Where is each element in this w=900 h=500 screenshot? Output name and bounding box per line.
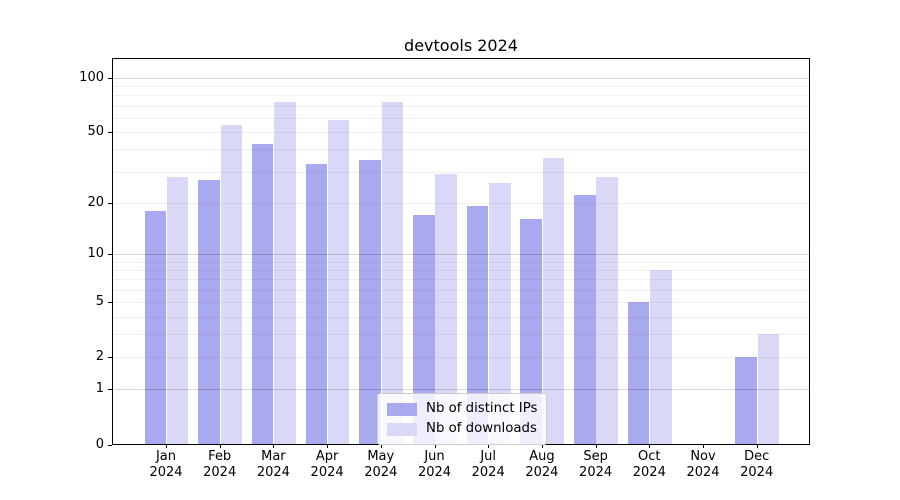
x-axis-tick-label: Dec 2024 xyxy=(740,449,774,480)
legend-swatch xyxy=(387,422,417,436)
bar-distinct-ips xyxy=(144,210,166,444)
bar-distinct-ips xyxy=(627,302,650,444)
grid-line xyxy=(113,149,809,151)
bar-distinct-ips xyxy=(520,219,542,444)
x-axis-tick-label: May 2024 xyxy=(364,449,398,480)
bar-distinct-ips xyxy=(359,159,381,444)
legend-swatch xyxy=(387,402,417,416)
bar-downloads xyxy=(274,102,296,444)
x-axis-tick xyxy=(488,444,490,448)
grid-line xyxy=(113,95,809,97)
y-axis-tick xyxy=(108,357,112,359)
bar-distinct-ips xyxy=(574,195,596,444)
bar-downloads xyxy=(220,124,242,444)
grid-line xyxy=(113,117,809,119)
bar-downloads xyxy=(542,157,565,444)
grid-line xyxy=(113,105,809,107)
x-axis-tick-label: Jan 2024 xyxy=(149,449,183,480)
y-axis-tick-label: 10 xyxy=(87,245,104,261)
x-axis-tick-label: Nov 2024 xyxy=(686,449,720,480)
x-axis-tick-label: Jun 2024 xyxy=(417,449,452,480)
legend-label: Nb of distinct IPs xyxy=(426,401,538,416)
bar-distinct-ips xyxy=(735,357,757,444)
legend-row: Nb of downloads xyxy=(387,419,537,439)
bar-distinct-ips xyxy=(198,179,220,444)
x-axis-tick xyxy=(166,444,167,448)
grid-line xyxy=(113,171,809,173)
bar-downloads xyxy=(650,269,672,444)
grid-line xyxy=(113,132,809,133)
y-axis-tick xyxy=(108,202,112,204)
legend-label: Nb of downloads xyxy=(426,421,537,436)
x-axis-tick xyxy=(541,444,543,448)
bar-distinct-ips xyxy=(466,206,489,444)
bar-downloads xyxy=(381,102,404,444)
x-axis-tick xyxy=(595,444,597,448)
legend: Nb of distinct IPs Nb of downloads xyxy=(377,393,548,445)
x-axis-tick-label: Apr 2024 xyxy=(310,449,344,480)
y-axis-tick-label: 50 xyxy=(87,124,104,139)
x-axis-tick xyxy=(273,444,275,448)
y-axis-tick-label: 100 xyxy=(79,69,104,85)
legend-row: Nb of distinct IPs xyxy=(387,399,537,419)
bar-downloads xyxy=(596,176,618,444)
x-axis-tick-label: Oct 2024 xyxy=(632,449,666,480)
grid-line xyxy=(113,86,809,87)
plot-area xyxy=(113,59,809,444)
bar-distinct-ips xyxy=(305,164,328,444)
x-axis-tick-label: Feb 2024 xyxy=(203,449,237,480)
bar-distinct-ips xyxy=(251,143,274,444)
x-axis-tick xyxy=(703,444,704,448)
x-axis-tick xyxy=(434,444,436,448)
bar-downloads xyxy=(435,174,457,444)
chart-title: devtools 2024 xyxy=(404,36,518,55)
x-axis-tick-label: Sep 2024 xyxy=(579,449,613,480)
bar-distinct-ips xyxy=(413,214,435,444)
x-axis-tick-label: Jul 2024 xyxy=(471,449,505,480)
y-axis-tick xyxy=(108,302,112,304)
grid-line xyxy=(113,77,809,79)
x-axis-tick xyxy=(327,444,329,448)
x-axis-tick xyxy=(219,444,221,448)
x-axis-tick xyxy=(756,444,758,448)
bar-downloads xyxy=(166,176,189,444)
y-axis-tick xyxy=(108,444,112,446)
bar-downloads xyxy=(757,334,779,444)
y-axis-tick-label: 20 xyxy=(87,194,104,210)
y-axis-tick-label: 0 xyxy=(95,436,104,452)
bar-downloads xyxy=(489,182,511,444)
y-axis-tick xyxy=(108,253,112,255)
x-axis-tick xyxy=(649,444,651,448)
x-axis-tick-label: Mar 2024 xyxy=(256,449,290,480)
bar-downloads xyxy=(327,120,350,444)
x-axis-tick-label: Aug 2024 xyxy=(525,449,559,480)
y-axis-tick xyxy=(108,389,112,391)
x-axis-tick xyxy=(380,444,382,448)
y-axis-tick-label: 1 xyxy=(95,381,104,397)
y-axis-tick xyxy=(108,77,112,79)
y-axis-tick-label: 5 xyxy=(95,294,104,310)
y-axis-tick xyxy=(108,132,112,133)
y-axis-tick-label: 2 xyxy=(95,349,104,365)
